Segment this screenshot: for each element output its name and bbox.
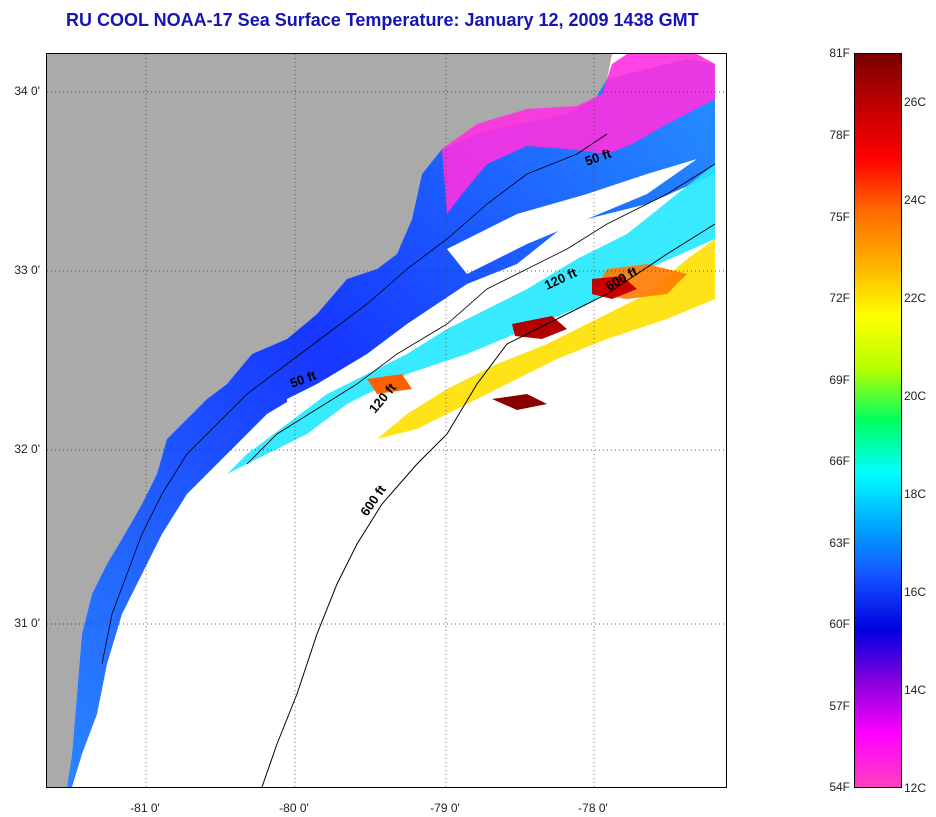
sst-cold-magenta-zone [442, 54, 715, 214]
colorbar-label-c: 26C [904, 95, 927, 109]
latitude-label-34: 34 0' [14, 84, 40, 98]
colorbar-label-c: 14C [904, 683, 927, 697]
sst-warm-patch [367, 374, 412, 394]
cloud-gap [287, 349, 407, 414]
sst-warm-core [492, 394, 547, 410]
longitude-label-80: -80 0' [279, 801, 309, 815]
sst-map: 50 ft 50 ft 120 ft 120 ft 600 ft 600 ft [46, 53, 727, 788]
longitude-label-81: -81 0' [130, 801, 160, 815]
latitude-label-31: 31 0' [14, 616, 40, 630]
colorbar-label-f: 63F [829, 536, 850, 550]
colorbar-label-f: 66F [829, 454, 850, 468]
colorbar-label-f: 69F [829, 373, 850, 387]
colorbar-label-f: 60F [829, 617, 850, 631]
colorbar-label-f: 54F [829, 780, 850, 794]
colorbar-label-c: 18C [904, 487, 927, 501]
sst-mid-shelf-band [207, 164, 715, 494]
colorbar-label-c: 22C [904, 291, 927, 305]
colorbar-label-f: 57F [829, 699, 850, 713]
colorbar-label-c: 20C [904, 389, 927, 403]
longitude-label-79: -79 0' [430, 801, 460, 815]
sst-gulf-stream-band [377, 239, 715, 439]
colorbar-label-f: 81F [829, 46, 850, 60]
latitude-label-32: 32 0' [14, 442, 40, 456]
contour-label-600ft-south: 600 ft [357, 482, 389, 519]
cloud-gap [447, 159, 697, 274]
colorbar-label-c: 16C [904, 585, 927, 599]
sst-map-canvas: 50 ft 50 ft 120 ft 120 ft 600 ft 600 ft [47, 54, 726, 787]
colorbar-label-f: 75F [829, 210, 850, 224]
temperature-colorbar [854, 53, 902, 788]
isobath-120ft [246, 163, 716, 465]
colorbar-label-c: 24C [904, 193, 927, 207]
longitude-label-78: -78 0' [578, 801, 608, 815]
isobath-600ft [261, 223, 716, 787]
map-title: RU COOL NOAA-17 Sea Surface Temperature:… [66, 10, 699, 30]
colorbar-label-f: 78F [829, 128, 850, 142]
colorbar-label-c: 12C [904, 781, 927, 795]
colorbar-label-f: 72F [829, 291, 850, 305]
latitude-label-33: 33 0' [14, 263, 40, 277]
isobath-50ft [101, 133, 608, 665]
land-mass [47, 54, 612, 787]
